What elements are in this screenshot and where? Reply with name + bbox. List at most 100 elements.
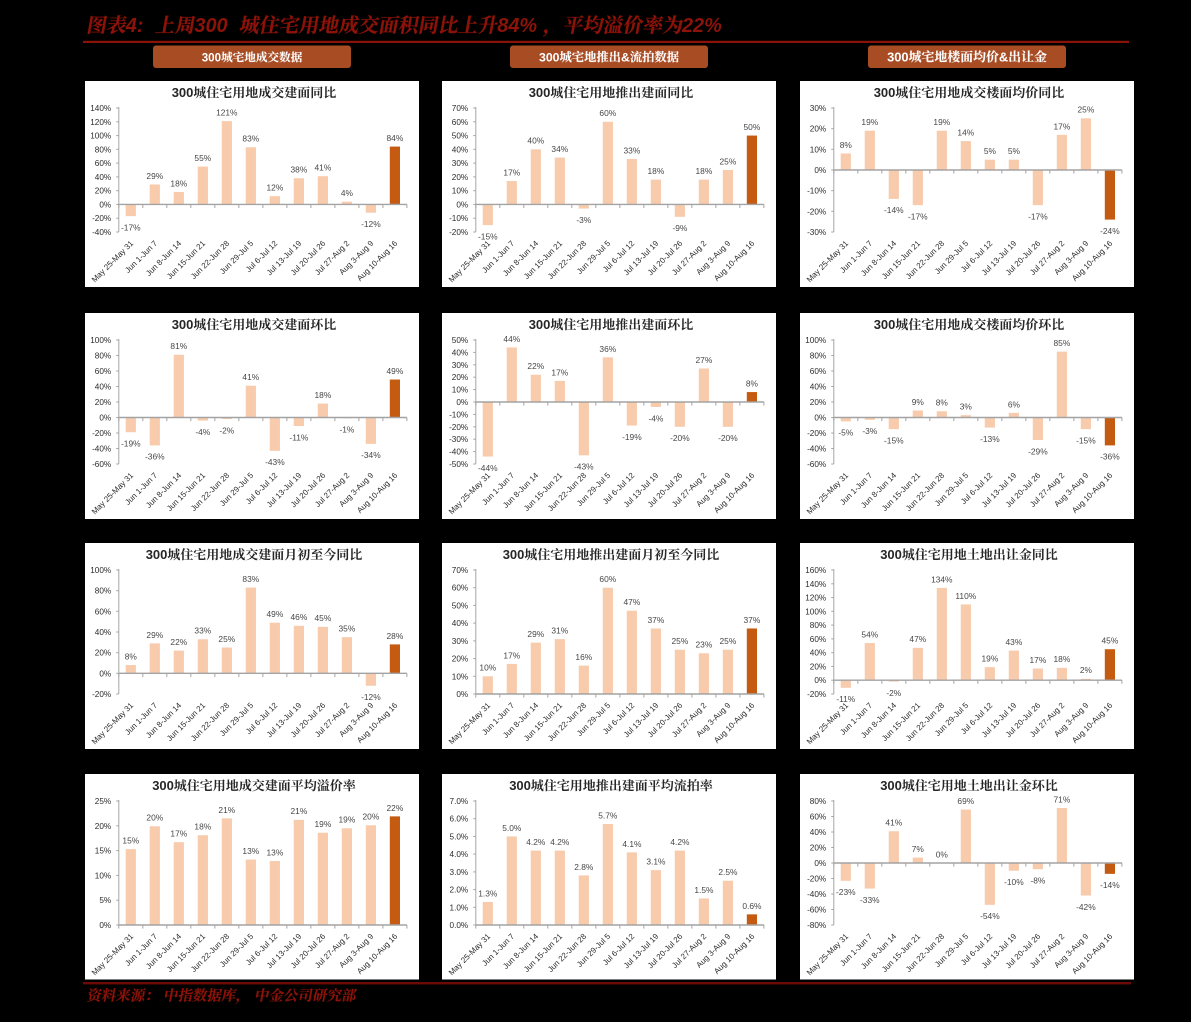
svg-text:19%: 19% bbox=[933, 117, 950, 127]
svg-text:20%: 20% bbox=[146, 813, 163, 823]
svg-text:300: 300 bbox=[880, 547, 902, 562]
svg-text:41%: 41% bbox=[315, 163, 332, 173]
svg-text:-15%: -15% bbox=[478, 231, 498, 241]
svg-text:50%: 50% bbox=[452, 132, 468, 141]
svg-text:2.5%: 2.5% bbox=[718, 867, 738, 877]
svg-text:17%: 17% bbox=[503, 167, 520, 177]
svg-text:-20%: -20% bbox=[92, 690, 111, 699]
svg-text:-3%: -3% bbox=[576, 215, 591, 225]
svg-text:80%: 80% bbox=[95, 145, 111, 154]
svg-text:46%: 46% bbox=[291, 612, 308, 622]
svg-text:3%: 3% bbox=[960, 402, 973, 412]
svg-text:-20%: -20% bbox=[92, 429, 111, 438]
svg-text:25%: 25% bbox=[1078, 105, 1095, 115]
svg-text:0%: 0% bbox=[99, 200, 111, 209]
svg-text:-40%: -40% bbox=[807, 890, 826, 899]
svg-text:0%: 0% bbox=[814, 414, 826, 423]
svg-text:71%: 71% bbox=[1054, 794, 1071, 804]
svg-text:40%: 40% bbox=[95, 628, 111, 637]
svg-text:-19%: -19% bbox=[622, 432, 642, 442]
svg-text:60%: 60% bbox=[452, 118, 468, 127]
svg-text:8%: 8% bbox=[125, 652, 138, 662]
svg-text:44%: 44% bbox=[503, 334, 520, 344]
svg-text:16%: 16% bbox=[575, 652, 592, 662]
svg-text:7.0%: 7.0% bbox=[450, 797, 469, 806]
svg-text:-2%: -2% bbox=[886, 688, 901, 698]
svg-text:-60%: -60% bbox=[92, 460, 111, 469]
svg-text:6%: 6% bbox=[1008, 399, 1021, 409]
svg-text:70%: 70% bbox=[452, 104, 468, 113]
svg-text:120%: 120% bbox=[90, 118, 111, 127]
svg-text:31%: 31% bbox=[551, 626, 568, 636]
svg-text:-43%: -43% bbox=[265, 457, 285, 467]
svg-text:-43%: -43% bbox=[574, 462, 594, 472]
svg-text:30%: 30% bbox=[452, 361, 468, 370]
svg-text:2.0%: 2.0% bbox=[450, 886, 469, 895]
svg-text:40%: 40% bbox=[95, 383, 111, 392]
svg-text:-40%: -40% bbox=[449, 448, 468, 457]
svg-text:49%: 49% bbox=[387, 366, 404, 376]
svg-text:-34%: -34% bbox=[361, 450, 381, 460]
svg-text:18%: 18% bbox=[315, 390, 332, 400]
svg-text:47%: 47% bbox=[909, 634, 926, 644]
svg-text:110%: 110% bbox=[955, 591, 976, 601]
svg-text:4:: 4: bbox=[125, 15, 144, 37]
svg-text:80%: 80% bbox=[810, 352, 826, 361]
svg-text:33%: 33% bbox=[624, 145, 641, 155]
svg-text:3.0%: 3.0% bbox=[450, 868, 469, 877]
svg-text:0%: 0% bbox=[456, 398, 468, 407]
svg-text:40%: 40% bbox=[452, 348, 468, 357]
svg-text:4.2%: 4.2% bbox=[550, 837, 570, 847]
svg-text:70%: 70% bbox=[452, 566, 468, 575]
svg-text:4.2%: 4.2% bbox=[670, 837, 690, 847]
svg-text:8%: 8% bbox=[840, 140, 853, 150]
svg-text:-50%: -50% bbox=[449, 460, 468, 469]
svg-text:80%: 80% bbox=[810, 621, 826, 630]
svg-text:0.0%: 0.0% bbox=[450, 921, 469, 930]
svg-text:-19%: -19% bbox=[121, 439, 141, 449]
svg-text:10%: 10% bbox=[810, 145, 826, 154]
svg-text:2.8%: 2.8% bbox=[574, 862, 594, 872]
svg-text:50%: 50% bbox=[452, 601, 468, 610]
svg-text:50%: 50% bbox=[452, 336, 468, 345]
svg-text:41%: 41% bbox=[242, 372, 259, 382]
svg-text:8%: 8% bbox=[746, 379, 759, 389]
svg-text:17%: 17% bbox=[503, 650, 520, 660]
svg-text:17%: 17% bbox=[1030, 655, 1047, 665]
svg-text:300: 300 bbox=[146, 547, 168, 562]
svg-text:300: 300 bbox=[529, 317, 551, 332]
svg-text:20%: 20% bbox=[95, 649, 111, 658]
svg-text:1.3%: 1.3% bbox=[478, 888, 498, 898]
svg-text:300: 300 bbox=[509, 778, 531, 793]
svg-text:-4%: -4% bbox=[195, 427, 210, 437]
svg-text:29%: 29% bbox=[146, 171, 163, 181]
svg-text:34%: 34% bbox=[551, 144, 568, 154]
svg-text:20%: 20% bbox=[452, 655, 468, 664]
svg-text:28%: 28% bbox=[387, 631, 404, 641]
svg-text:-4%: -4% bbox=[648, 413, 663, 423]
svg-text:5.0%: 5.0% bbox=[450, 832, 469, 841]
svg-text:60%: 60% bbox=[95, 367, 111, 376]
svg-text:85%: 85% bbox=[1054, 338, 1071, 348]
svg-text:-60%: -60% bbox=[807, 460, 826, 469]
svg-text:25%: 25% bbox=[720, 636, 737, 646]
svg-text:4%: 4% bbox=[341, 188, 354, 198]
svg-text:-17%: -17% bbox=[1028, 211, 1048, 221]
svg-text:-12%: -12% bbox=[361, 692, 381, 702]
svg-text:10%: 10% bbox=[452, 672, 468, 681]
svg-text:60%: 60% bbox=[810, 635, 826, 644]
svg-text:0%: 0% bbox=[456, 690, 468, 699]
svg-text:25%: 25% bbox=[672, 636, 689, 646]
svg-text:-10%: -10% bbox=[449, 410, 468, 419]
svg-text:0.6%: 0.6% bbox=[742, 901, 762, 911]
svg-text:80%: 80% bbox=[95, 587, 111, 596]
svg-text:-40%: -40% bbox=[807, 445, 826, 454]
svg-text:4.1%: 4.1% bbox=[622, 839, 642, 849]
svg-text:10%: 10% bbox=[452, 187, 468, 196]
svg-text:-30%: -30% bbox=[449, 435, 468, 444]
svg-text:40%: 40% bbox=[810, 383, 826, 392]
svg-text:0%: 0% bbox=[814, 676, 826, 685]
svg-text:-20%: -20% bbox=[449, 423, 468, 432]
svg-text:43%: 43% bbox=[1006, 637, 1023, 647]
svg-text:-40%: -40% bbox=[92, 228, 111, 237]
